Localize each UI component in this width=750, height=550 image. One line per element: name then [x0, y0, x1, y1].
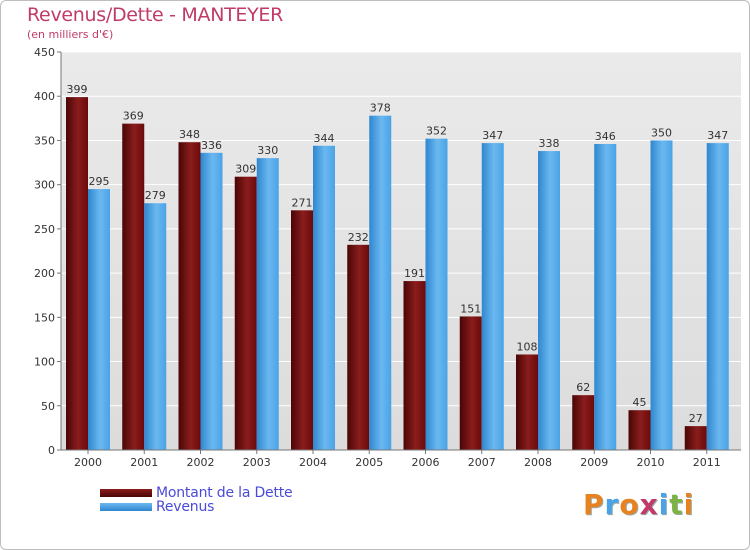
- bar-debt: [516, 354, 538, 450]
- x-tick-label: 2006: [412, 456, 440, 469]
- bar-revenus: [706, 143, 729, 450]
- y-tick-label: 100: [34, 356, 55, 369]
- value-label: 62: [576, 381, 590, 394]
- bar-revenus: [313, 145, 335, 451]
- x-tick-label: 2003: [243, 456, 271, 469]
- bar-revenus: [481, 143, 504, 450]
- proxiti-logo: Proxiti: [583, 488, 694, 521]
- bar-debt: [684, 426, 707, 450]
- y-tick-label: 200: [34, 267, 55, 280]
- value-label: 346: [595, 130, 616, 143]
- x-tick-label: 2010: [637, 456, 665, 469]
- x-tick-label: 2001: [130, 456, 158, 469]
- value-label: 271: [292, 196, 313, 209]
- bar-debt: [459, 316, 482, 450]
- legend-swatch-debt: [100, 489, 152, 497]
- bar-debt: [234, 176, 257, 450]
- value-label: 369: [123, 110, 144, 123]
- value-label: 399: [67, 83, 88, 96]
- x-tick-label: 2011: [693, 456, 721, 469]
- value-label: 352: [426, 125, 447, 138]
- bar-debt: [66, 97, 88, 451]
- y-tick-label: 0: [48, 444, 55, 457]
- chart-subtitle: (en milliers d'€): [27, 28, 114, 41]
- x-tick-label: 2005: [355, 456, 383, 469]
- value-label: 295: [89, 175, 110, 188]
- bar-revenus: [88, 189, 110, 451]
- legend-swatch-revenus: [100, 503, 152, 511]
- value-label: 347: [482, 129, 503, 142]
- x-tick-label: 2004: [299, 456, 327, 469]
- x-tick-label: 2000: [74, 456, 102, 469]
- bar-revenus: [425, 138, 448, 451]
- value-label: 309: [235, 163, 256, 176]
- plot-area: [61, 52, 741, 450]
- value-label: 279: [145, 189, 166, 202]
- logo-letter: o: [619, 488, 640, 521]
- bar-debt: [403, 281, 426, 450]
- bar-revenus: [594, 143, 617, 450]
- bar-debt: [572, 395, 595, 450]
- value-label: 45: [633, 396, 647, 409]
- bar-debt: [178, 142, 201, 451]
- value-label: 348: [179, 128, 200, 141]
- x-tick-label: 2009: [580, 456, 608, 469]
- x-tick-label: 2002: [187, 456, 215, 469]
- bars: [66, 97, 729, 451]
- y-tick-label: 400: [34, 90, 55, 103]
- value-label: 151: [460, 302, 481, 315]
- value-label: 350: [651, 126, 672, 139]
- grid-lines: [61, 51, 741, 451]
- logo-letter: x: [639, 488, 659, 521]
- value-label: 338: [539, 137, 560, 150]
- y-tick-label: 300: [34, 179, 55, 192]
- logo-letter: i: [658, 488, 670, 521]
- logo-letter: P: [583, 488, 605, 521]
- bar-debt: [122, 123, 145, 450]
- logo-letter: t: [669, 488, 684, 521]
- value-label: 191: [404, 267, 425, 280]
- x-tick-label: 2007: [468, 456, 496, 469]
- value-label: 330: [257, 144, 278, 157]
- chart-title: Revenus/Dette - MANTEYER: [27, 4, 284, 26]
- bar-revenus: [144, 203, 167, 450]
- legend-label-revenus: Revenus: [156, 499, 215, 515]
- bar-revenus: [256, 158, 279, 450]
- value-label: 108: [517, 340, 538, 353]
- value-label: 344: [314, 132, 335, 145]
- bar-debt: [347, 244, 370, 450]
- value-label: 336: [201, 139, 222, 152]
- value-label: 378: [370, 102, 391, 115]
- y-tick-label: 150: [34, 311, 55, 324]
- bar-revenus: [538, 151, 560, 450]
- logo-letter: i: [683, 488, 695, 521]
- bar-debt: [628, 410, 651, 450]
- x-tick-label: 2008: [524, 456, 552, 469]
- bar-revenus: [369, 115, 392, 451]
- bar-revenus: [650, 140, 673, 450]
- legend-label-debt: Montant de la Dette: [156, 485, 293, 501]
- y-tick-label: 350: [34, 134, 55, 147]
- y-tick-label: 450: [34, 46, 55, 59]
- y-tick-label: 250: [34, 223, 55, 236]
- y-tick-label: 50: [41, 400, 55, 413]
- bar-debt: [291, 210, 313, 450]
- logo-letter: r: [604, 488, 620, 521]
- axes: 0 50 100 150 200 250 300 350 400 450 2000 2001 2002 2…: [34, 46, 741, 469]
- bar-revenus: [200, 152, 223, 450]
- value-label: 347: [707, 129, 728, 142]
- value-label: 27: [689, 412, 703, 425]
- value-label: 232: [348, 231, 369, 244]
